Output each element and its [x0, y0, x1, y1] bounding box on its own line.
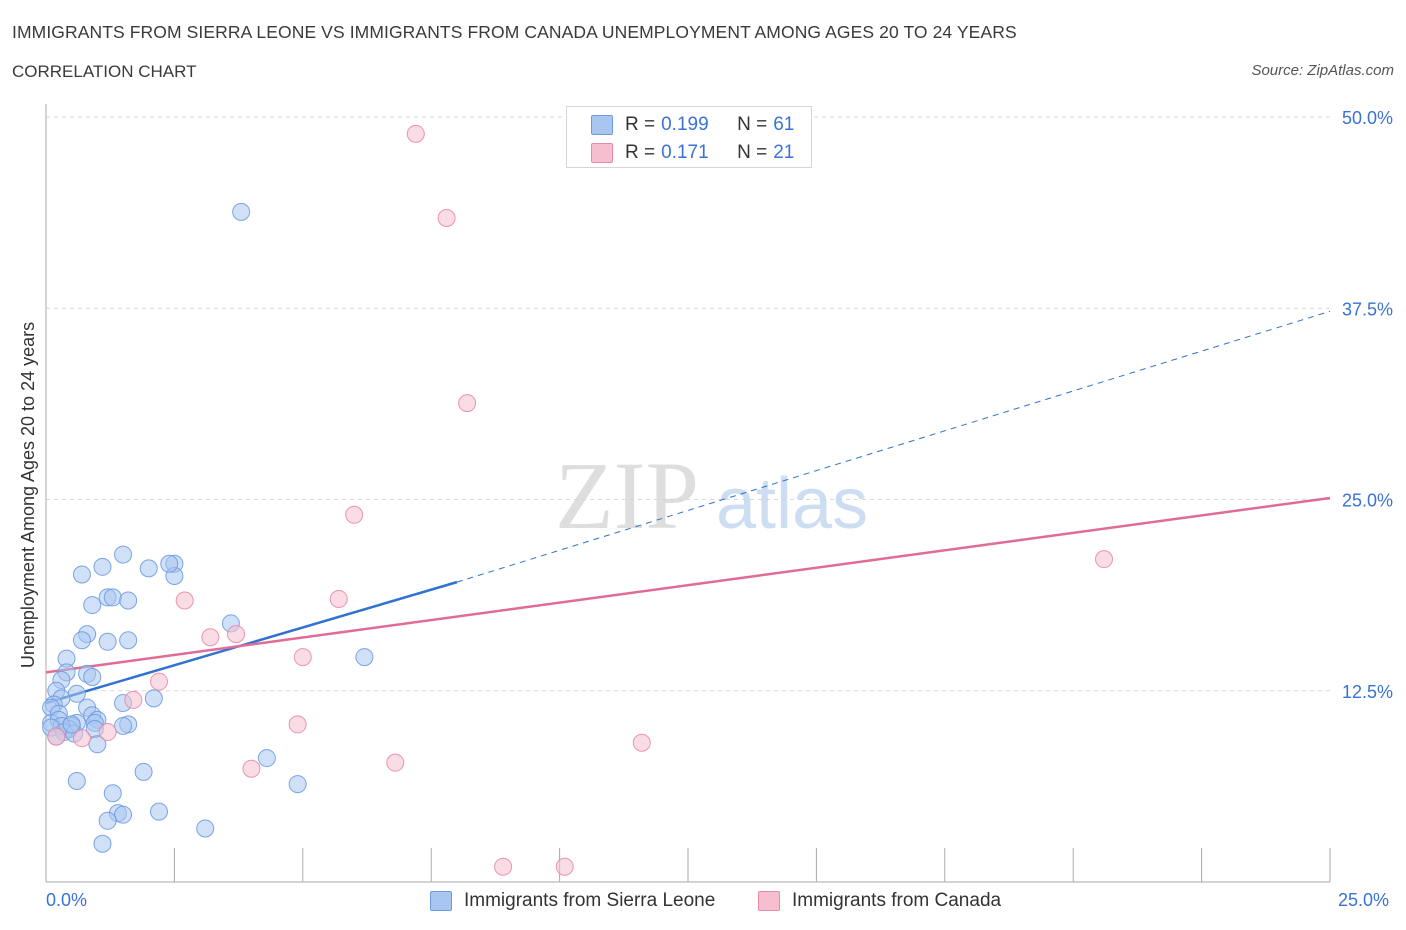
r-label: R =: [625, 114, 656, 135]
r-value: 0.199: [661, 114, 709, 135]
canada-point-8: [201, 628, 220, 647]
sierra-leone-trend-solid: [45, 580, 458, 705]
sierra-leone-point-0: [232, 202, 251, 221]
grid-lines: [46, 116, 1330, 692]
n-value: 61: [773, 114, 795, 135]
canada-point-3: [345, 505, 364, 524]
legend-item-canada[interactable]: Immigrants from Canada: [758, 890, 1001, 912]
canada-point-0: [406, 124, 425, 143]
watermark-zip: ZIP: [555, 442, 699, 549]
canada-point-19: [494, 857, 513, 876]
axes: [45, 104, 1331, 883]
sierra-leone-point-3: [72, 565, 91, 584]
canada-point-15: [47, 727, 66, 746]
sierra-leone-point-55: [149, 802, 168, 821]
trend-lines: [45, 310, 1331, 705]
canada-point-10: [149, 672, 168, 691]
n-label: N =: [737, 114, 768, 135]
canada-point-2: [458, 394, 477, 413]
y-tick-label-2: 37.5%: [1342, 299, 1393, 319]
sierra-leone-point-16: [98, 632, 117, 651]
canada-swatch: [591, 143, 613, 163]
n-label: N =: [737, 142, 768, 163]
canada-point-7: [227, 625, 246, 644]
x-tick-min: 0.0%: [46, 890, 88, 910]
data-points: [42, 124, 1114, 876]
sierra-leone-swatch: [430, 891, 452, 911]
y-tick-label-3: 50.0%: [1342, 108, 1393, 128]
r-label: R =: [625, 142, 656, 163]
sierra-leone-point-53: [288, 775, 307, 794]
canada-point-18: [242, 759, 261, 778]
sierra-leone-point-1: [114, 545, 133, 564]
sierra-leone-point-51: [134, 762, 153, 781]
stats-row-sierra-leone: R = 0.199 N = 61: [591, 113, 794, 137]
canada-point-9: [293, 648, 312, 667]
sierra-leone-point-48: [62, 715, 81, 734]
sierra-leone-point-7: [160, 554, 179, 573]
series-legend: Immigrants from Sierra Leone Immigrants …: [0, 890, 1406, 916]
sierra-leone-point-14: [72, 631, 91, 650]
sierra-leone-point-15: [119, 631, 138, 650]
y-tick-label-1: 25.0%: [1342, 491, 1393, 511]
watermark-atlas: atlas: [716, 464, 868, 544]
canada-point-16: [632, 733, 651, 752]
legend-item-sierra-leone[interactable]: Immigrants from Sierra Leone: [430, 890, 715, 912]
canada-point-4: [1095, 550, 1114, 569]
r-value: 0.171: [661, 142, 709, 163]
sierra-leone-point-54: [103, 784, 122, 803]
canada-point-5: [329, 589, 348, 608]
x-tick-max: 25.0%: [1338, 890, 1390, 910]
watermark: ZIP atlas: [555, 442, 868, 549]
sierra-leone-point-57: [114, 805, 133, 824]
stats-legend: R = 0.199 N = 61 R = 0.171 N = 21: [566, 106, 812, 168]
sierra-leone-trend-dashed: [456, 310, 1331, 583]
legend-label: Immigrants from Sierra Leone: [464, 890, 716, 911]
sierra-leone-point-49: [88, 735, 107, 754]
sierra-leone-point-50: [257, 749, 276, 768]
y-tick-label-0: 12.5%: [1342, 682, 1393, 702]
n-value: 21: [773, 142, 795, 163]
canada-point-12: [288, 715, 307, 734]
sierra-leone-point-2: [93, 557, 112, 576]
sierra-leone-point-4: [139, 559, 158, 578]
canada-point-17: [386, 753, 405, 772]
legend-label: Immigrants from Canada: [792, 890, 1002, 911]
canada-point-1: [437, 208, 456, 227]
sierra-leone-point-21: [83, 667, 102, 686]
sierra-leone-point-11: [83, 596, 102, 615]
sierra-leone-point-59: [196, 819, 215, 838]
canada-point-14: [72, 729, 91, 748]
sierra-leone-point-60: [93, 834, 112, 853]
canada-point-20: [555, 857, 574, 876]
sierra-leone-point-52: [67, 772, 86, 791]
sierra-leone-swatch: [591, 115, 613, 135]
sierra-leone-point-17: [355, 648, 374, 667]
y-tick-labels: 12.5% 25.0% 37.5% 50.0%: [1342, 108, 1393, 702]
canada-point-13: [98, 723, 117, 742]
chart-subtitle: CORRELATION CHART: [12, 62, 197, 81]
canada-point-11: [124, 690, 143, 709]
canada-swatch: [758, 891, 780, 911]
source-label: Source: ZipAtlas.com: [1251, 62, 1394, 79]
sierra-leone-point-58: [98, 811, 117, 830]
sierra-leone-point-42: [114, 716, 133, 735]
canada-point-6: [175, 591, 194, 610]
y-axis-label: Unemployment Among Ages 20 to 24 years: [18, 322, 38, 668]
sierra-leone-point-9: [103, 588, 122, 607]
stats-row-canada: R = 0.171 N = 21: [591, 141, 794, 165]
canada-trend-solid: [45, 496, 1331, 674]
sierra-leone-point-26: [144, 689, 163, 708]
sierra-leone-point-10: [119, 591, 138, 610]
chart-title: IMMIGRANTS FROM SIERRA LEONE VS IMMIGRAN…: [12, 22, 1017, 42]
